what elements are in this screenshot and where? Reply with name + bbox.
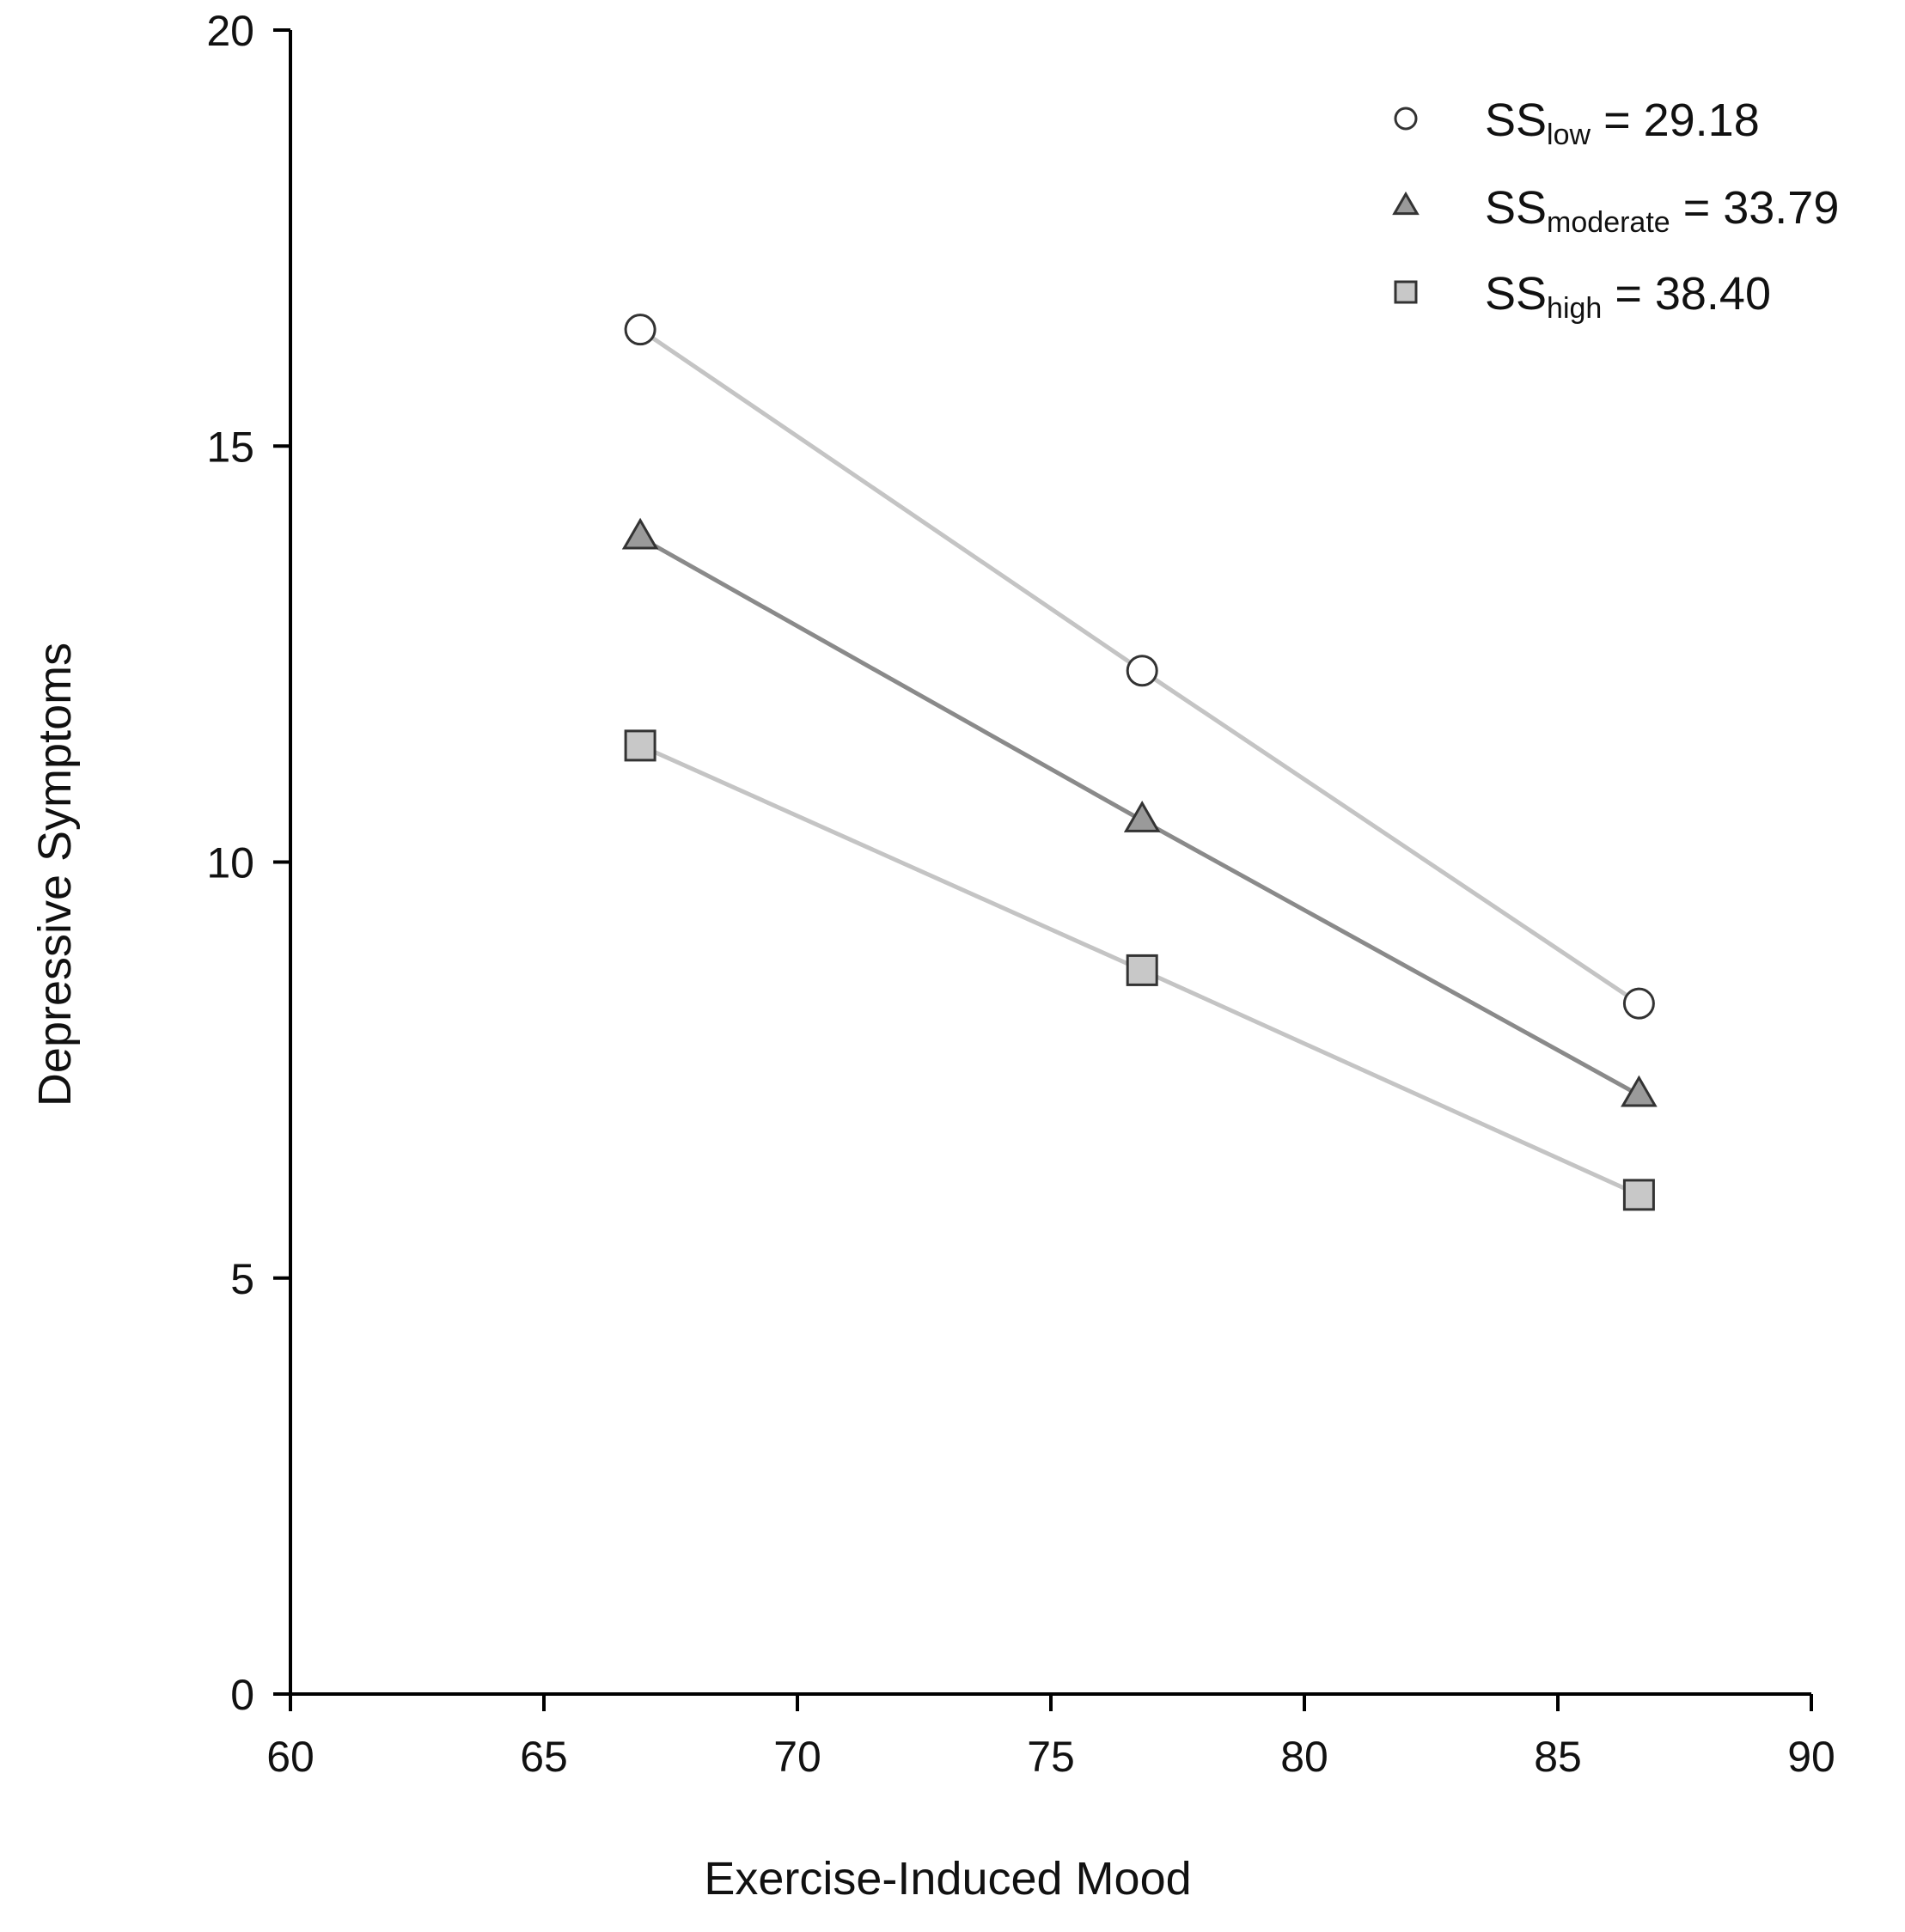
x-tick-label: 60 bbox=[266, 1733, 314, 1781]
data-point bbox=[1123, 801, 1161, 832]
legend-label: SSlow = 29.18 bbox=[1485, 94, 1760, 151]
x-tick-label: 65 bbox=[520, 1733, 568, 1781]
series-moderate bbox=[621, 517, 1658, 1107]
data-point bbox=[1621, 1075, 1658, 1107]
legend-marker bbox=[1394, 107, 1418, 131]
axes: 60 65 70 75 80 85 90 0 5 10 15 20 bbox=[206, 7, 1835, 1781]
data-point bbox=[624, 729, 656, 762]
y-tick-label: 15 bbox=[206, 423, 254, 471]
data-point bbox=[1126, 655, 1158, 687]
series-low bbox=[624, 314, 1655, 1020]
y-tick-label: 10 bbox=[206, 839, 254, 887]
x-tick-label: 70 bbox=[773, 1733, 821, 1781]
legend-label-sub: moderate bbox=[1547, 206, 1670, 239]
legend-label-main: SS bbox=[1485, 182, 1547, 234]
data-point bbox=[1622, 1179, 1655, 1211]
x-tick-label: 75 bbox=[1027, 1733, 1075, 1781]
data-point bbox=[1622, 987, 1655, 1020]
legend-item-moderate: SSmoderate = 33.79 bbox=[1392, 182, 1839, 239]
data-point bbox=[1126, 954, 1158, 986]
data-point bbox=[624, 314, 656, 346]
y-axis-label: Depressive Symptoms bbox=[29, 643, 81, 1106]
legend-label: SSmoderate = 33.79 bbox=[1485, 182, 1839, 239]
legend-item-high: SShigh = 38.40 bbox=[1394, 268, 1771, 325]
legend-label-sub: high bbox=[1547, 292, 1602, 325]
legend-label-value: = 38.40 bbox=[1602, 268, 1771, 320]
legend-item-low: SSlow = 29.18 bbox=[1394, 94, 1760, 151]
data-point bbox=[621, 517, 659, 550]
y-tick-label: 5 bbox=[230, 1255, 254, 1303]
legend-marker bbox=[1394, 280, 1418, 304]
legend-marker bbox=[1392, 191, 1420, 216]
legend-label-main: SS bbox=[1485, 94, 1547, 146]
legend-label: SShigh = 38.40 bbox=[1485, 268, 1771, 325]
y-tick-label: 0 bbox=[230, 1671, 254, 1719]
series-layer bbox=[621, 314, 1658, 1211]
legend-label-value: = 29.18 bbox=[1591, 94, 1760, 146]
x-tick-label: 80 bbox=[1280, 1733, 1328, 1781]
legend-label-value: = 33.79 bbox=[1670, 182, 1840, 234]
series-high bbox=[624, 729, 1655, 1211]
x-tick-label: 90 bbox=[1787, 1733, 1835, 1781]
legend-label-sub: low bbox=[1547, 119, 1591, 151]
x-tick-label: 85 bbox=[1534, 1733, 1582, 1781]
x-axis-label: Exercise-Induced Mood bbox=[704, 1853, 1191, 1905]
y-tick-label: 20 bbox=[206, 7, 254, 55]
legend-label-main: SS bbox=[1485, 268, 1547, 320]
